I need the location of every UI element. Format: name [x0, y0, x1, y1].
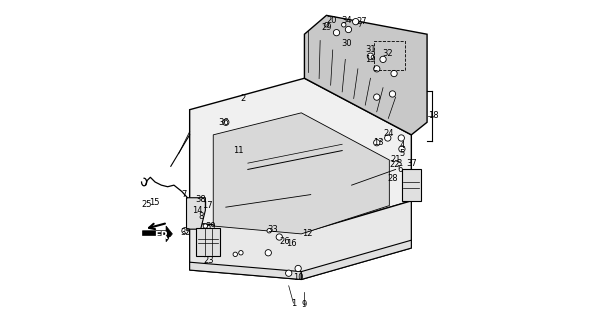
Polygon shape	[189, 78, 411, 232]
Circle shape	[203, 224, 208, 228]
Text: 26: 26	[280, 237, 290, 246]
Circle shape	[373, 140, 380, 146]
Text: 23: 23	[203, 256, 214, 265]
Text: 27: 27	[357, 17, 368, 26]
Polygon shape	[304, 15, 427, 135]
Polygon shape	[301, 240, 411, 279]
Text: FR.: FR.	[154, 231, 172, 241]
Circle shape	[408, 169, 415, 176]
Text: 24: 24	[383, 129, 394, 138]
Text: 6: 6	[398, 165, 403, 174]
FancyBboxPatch shape	[196, 228, 219, 256]
Text: 30: 30	[341, 39, 352, 48]
Circle shape	[398, 135, 404, 141]
Text: 3: 3	[396, 159, 401, 168]
Circle shape	[345, 26, 352, 33]
Text: 12: 12	[302, 229, 313, 238]
Circle shape	[368, 53, 373, 60]
FancyBboxPatch shape	[402, 169, 421, 201]
Text: 5: 5	[399, 149, 405, 158]
Circle shape	[399, 146, 405, 152]
Circle shape	[385, 135, 391, 141]
Text: 14: 14	[192, 206, 203, 215]
Polygon shape	[189, 262, 301, 279]
Text: 19: 19	[365, 55, 376, 64]
Text: 16: 16	[287, 239, 297, 248]
Circle shape	[324, 23, 329, 27]
Polygon shape	[186, 198, 205, 229]
Text: 35: 35	[181, 228, 191, 237]
Circle shape	[353, 19, 359, 25]
Text: 37: 37	[406, 159, 417, 168]
Circle shape	[265, 250, 271, 256]
Text: 22: 22	[390, 160, 400, 169]
Text: 32: 32	[382, 49, 392, 58]
Circle shape	[182, 228, 188, 234]
Text: 34: 34	[341, 16, 352, 25]
Text: 11: 11	[233, 146, 244, 155]
Polygon shape	[213, 113, 389, 234]
Text: 39: 39	[205, 221, 216, 230]
Text: 29: 29	[322, 23, 332, 32]
Text: 13: 13	[373, 138, 384, 147]
Circle shape	[342, 23, 346, 27]
Text: 38: 38	[195, 195, 206, 204]
Text: 18: 18	[428, 111, 439, 120]
Circle shape	[295, 265, 301, 272]
Text: 15: 15	[149, 198, 160, 207]
Text: 17: 17	[202, 201, 212, 210]
Circle shape	[276, 234, 283, 240]
Circle shape	[391, 70, 397, 77]
Text: 36: 36	[218, 118, 229, 127]
Text: 2: 2	[241, 94, 246, 103]
Text: 10: 10	[293, 273, 303, 283]
Text: 7: 7	[182, 190, 187, 199]
Text: 8: 8	[198, 212, 204, 221]
Text: 1: 1	[291, 299, 296, 308]
Polygon shape	[189, 201, 411, 279]
Polygon shape	[143, 226, 172, 242]
Circle shape	[222, 119, 229, 125]
Circle shape	[380, 56, 386, 62]
Circle shape	[373, 66, 380, 72]
Text: 9: 9	[302, 300, 307, 309]
Circle shape	[239, 251, 243, 255]
Circle shape	[373, 94, 380, 100]
Text: 33: 33	[268, 225, 278, 234]
Text: 20: 20	[327, 16, 337, 25]
Circle shape	[333, 29, 340, 36]
Circle shape	[267, 228, 271, 233]
Circle shape	[286, 270, 292, 276]
Circle shape	[233, 252, 237, 257]
Text: 31: 31	[365, 45, 376, 54]
Text: 4: 4	[399, 141, 405, 150]
Text: 25: 25	[141, 200, 152, 209]
Circle shape	[389, 91, 396, 97]
Text: 21: 21	[391, 156, 401, 164]
Text: 28: 28	[387, 174, 398, 183]
